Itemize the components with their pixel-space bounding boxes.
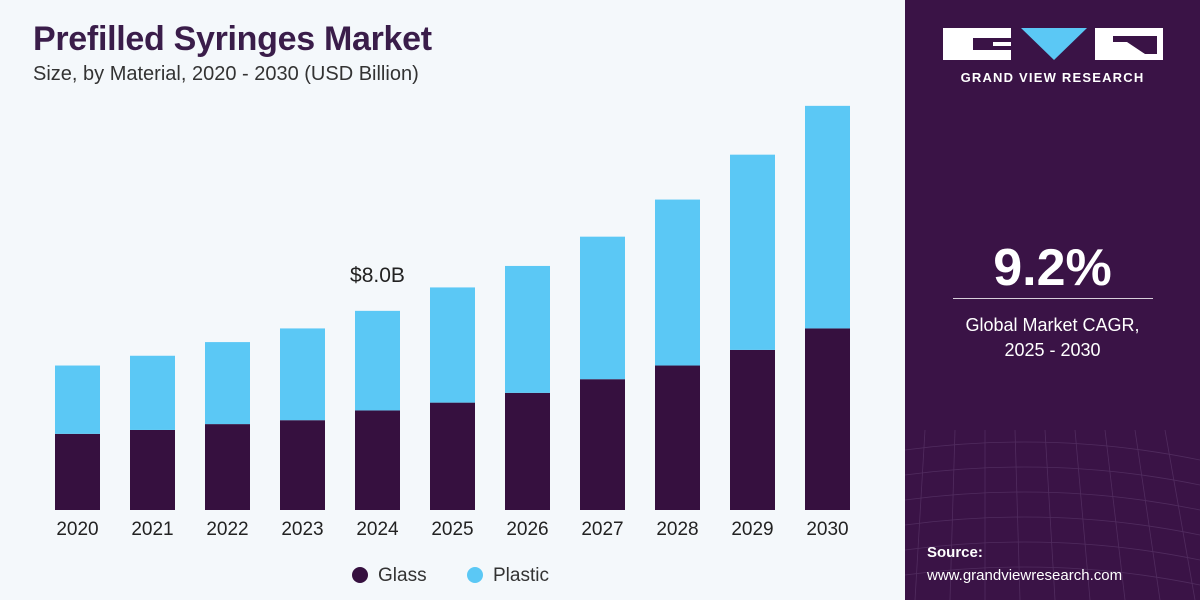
bar-plastic-2025 [430, 287, 475, 403]
bar-glass-2024 [355, 410, 400, 510]
bar-glass-2023 [280, 420, 325, 510]
chart-subtitle: Size, by Material, 2020 - 2030 (USD Bill… [33, 63, 419, 85]
cagr-label-line2: 2025 - 2030 [1004, 340, 1101, 360]
source-url[interactable]: www.grandviewresearch.com [927, 567, 1123, 584]
bar-glass-2021 [130, 429, 175, 510]
bar-glass-2020 [55, 433, 100, 510]
bar-plastic-2029 [730, 154, 775, 350]
cagr-value: 9.2% [993, 239, 1112, 297]
bar-plastic-2024 [355, 310, 400, 411]
brand-name: GRAND VIEW RESEARCH [960, 70, 1145, 85]
bar-glass-2029 [730, 349, 775, 510]
x-tick-label: 2022 [206, 519, 248, 540]
grand-view-research-logo [943, 28, 1163, 60]
bar-glass-2027 [580, 379, 625, 510]
x-tick-label: 2020 [56, 519, 98, 540]
bar-plastic-2027 [580, 236, 625, 380]
bar-plastic-2028 [655, 199, 700, 366]
data-label-annotation: $8.0B [350, 264, 405, 287]
x-tick-label: 2024 [356, 519, 399, 540]
bar-chart: 2020 2021 2022 2023 2024 2025 2026 2027 2028 2029… [55, 105, 850, 586]
x-tick-label: 2028 [656, 519, 698, 540]
bar-plastic-2020 [55, 365, 100, 434]
bar-plastic-2023 [280, 328, 325, 421]
x-tick-label: 2021 [131, 519, 173, 540]
bar-glass-2025 [430, 402, 475, 510]
grid-pattern-decoration [905, 430, 1200, 600]
legend-marker-plastic [467, 567, 483, 583]
bar-glass-2030 [805, 328, 850, 510]
cagr-label-line1: Global Market CAGR, [965, 315, 1140, 335]
x-tick-label: 2023 [281, 519, 323, 540]
bar-glass-2026 [505, 392, 550, 510]
bar-plastic-2021 [130, 355, 175, 430]
info-panel: GRAND VIEW RESEARCH 9.2% Global Market C… [905, 0, 1200, 600]
bar-plastic-2030 [805, 105, 850, 329]
bar-glass-2028 [655, 365, 700, 510]
x-tick-label: 2027 [581, 519, 623, 540]
bar-glass-2022 [205, 424, 250, 510]
x-tick-label: 2030 [806, 519, 848, 540]
cagr-label: Global Market CAGR, 2025 - 2030 [905, 313, 1200, 363]
bar-plastic-2022 [205, 342, 250, 425]
x-tick-label: 2029 [731, 519, 773, 540]
x-tick-label: 2025 [431, 519, 473, 540]
legend-label-glass: Glass [378, 565, 427, 586]
x-tick-label: 2026 [506, 519, 548, 540]
cagr-divider [953, 298, 1153, 299]
source-label: Source: [927, 544, 983, 561]
bar-plastic-2026 [505, 265, 550, 393]
chart-title: Prefilled Syringes Market [33, 20, 432, 58]
legend-label-plastic: Plastic [493, 565, 549, 586]
legend-marker-glass [352, 567, 368, 583]
